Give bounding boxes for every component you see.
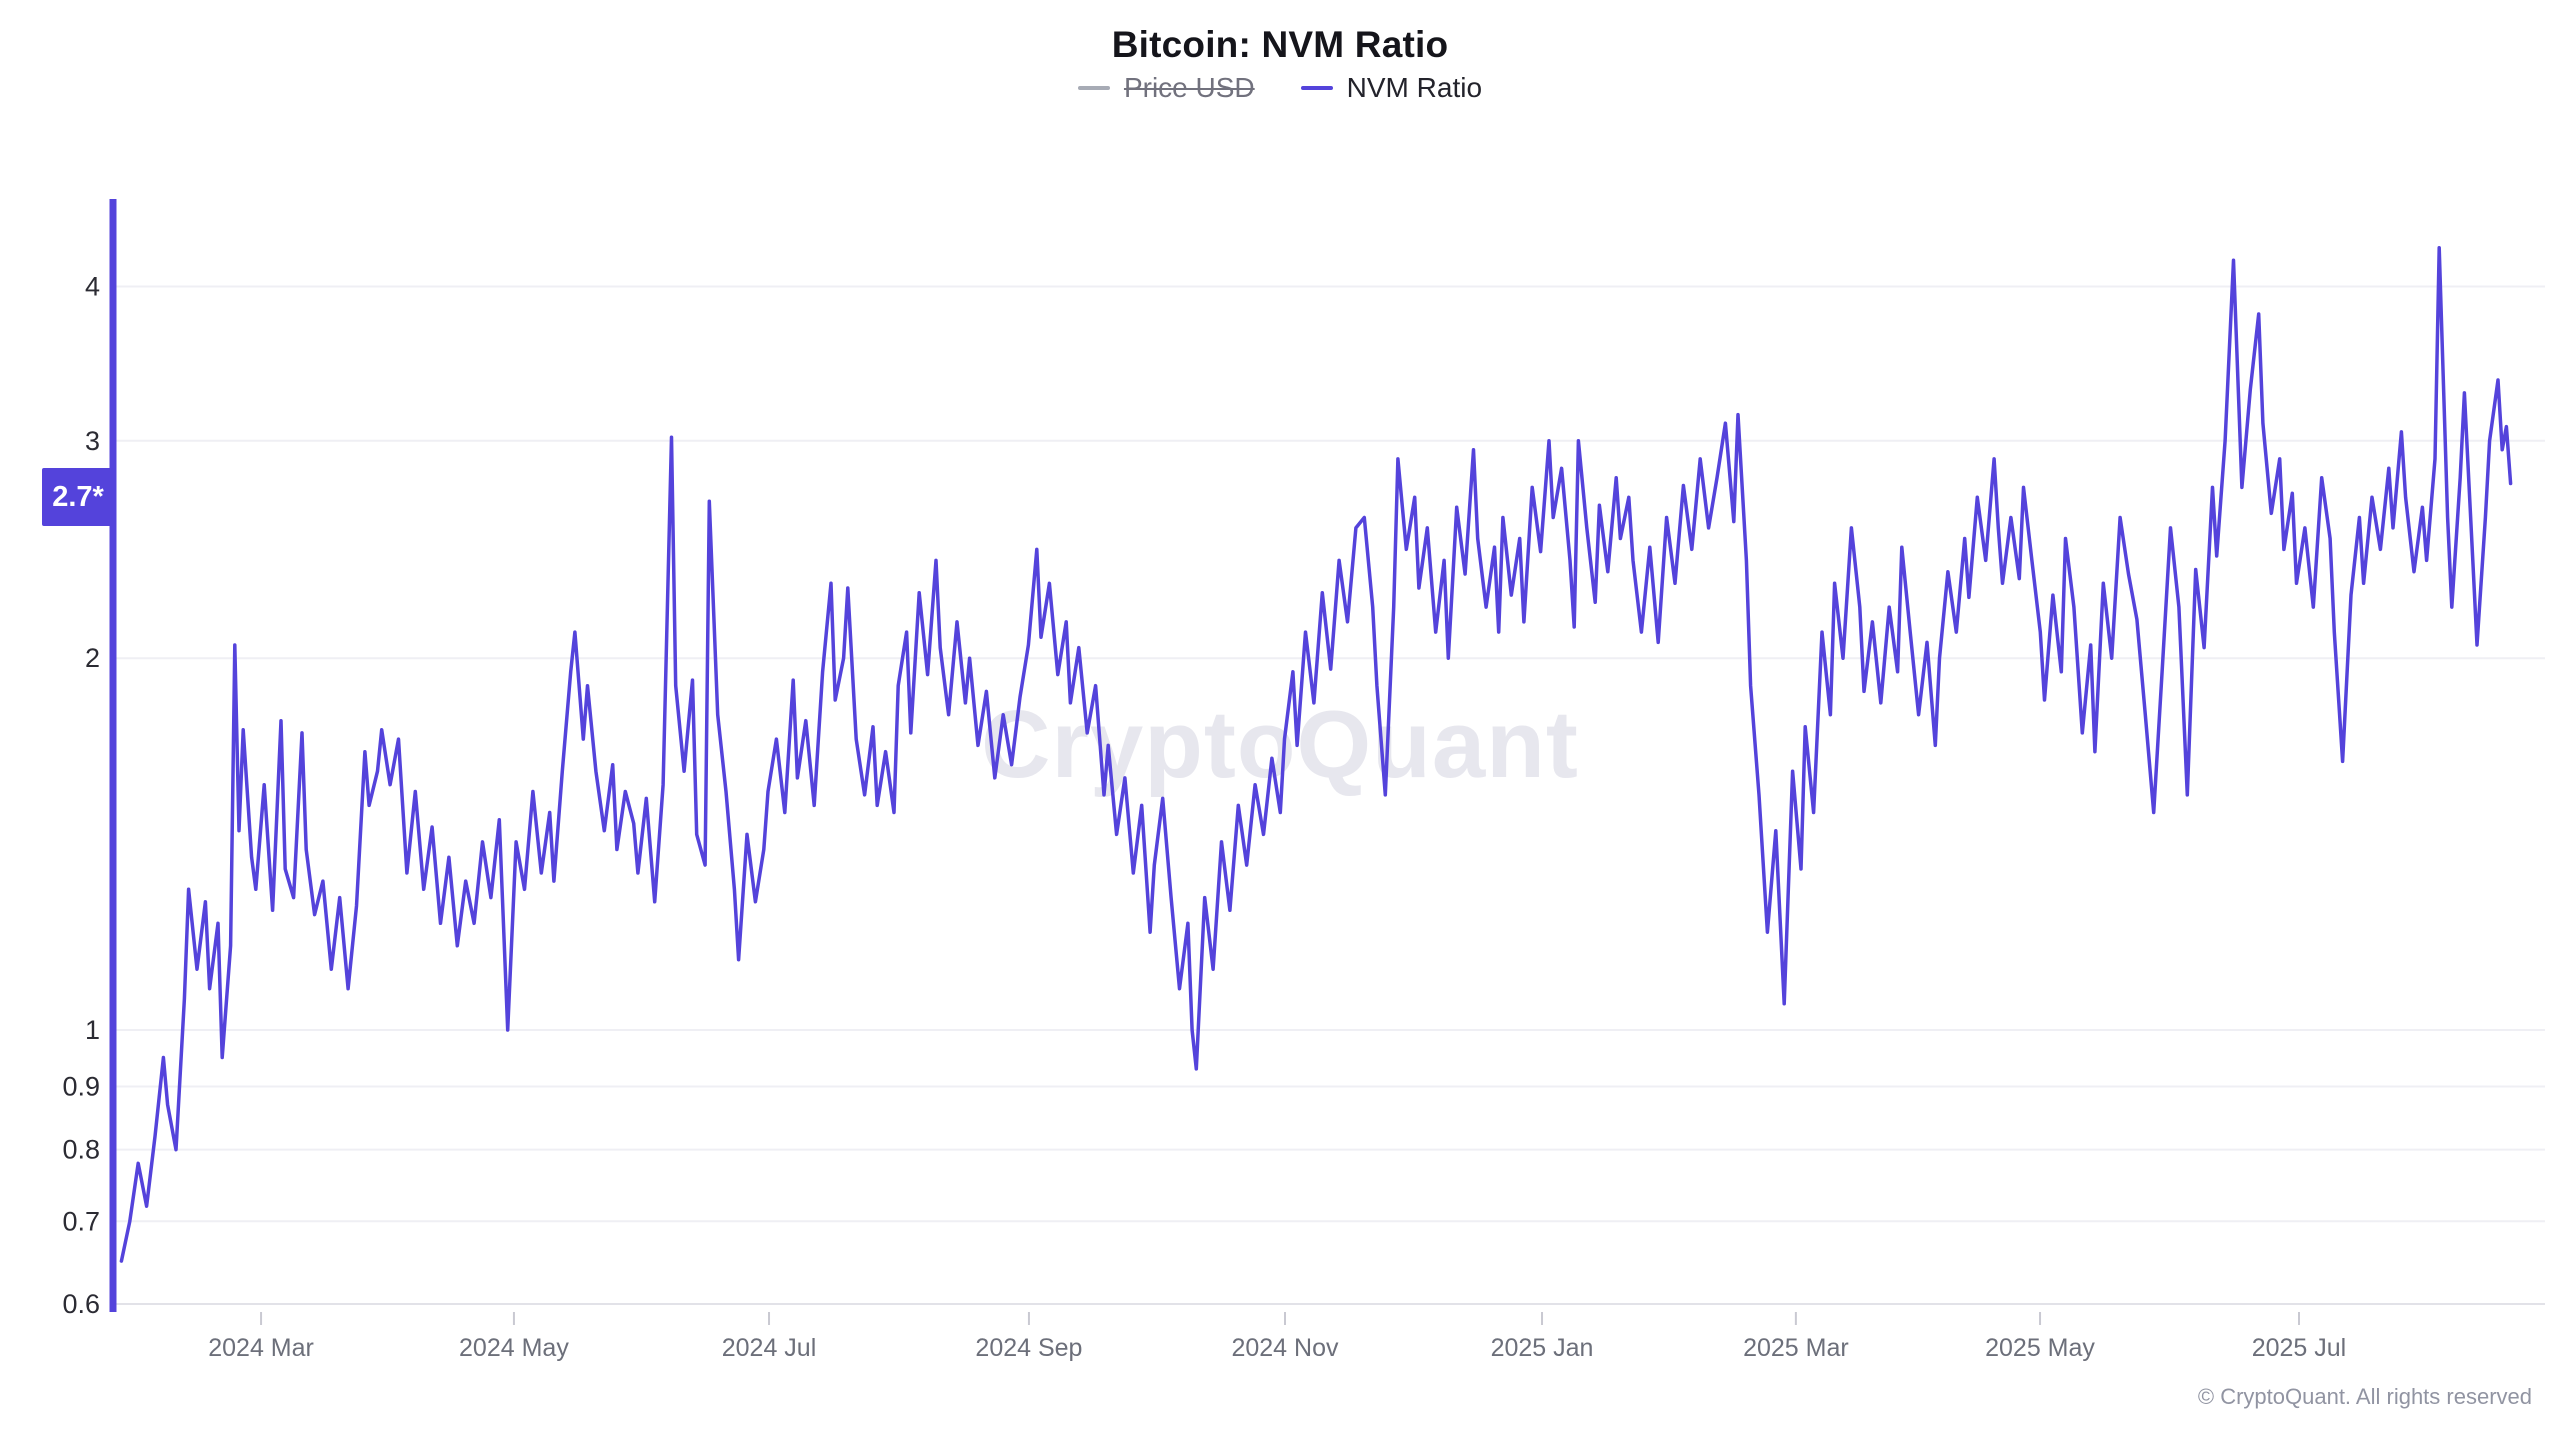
legend-swatch-nvm-ratio-icon bbox=[1300, 86, 1333, 90]
legend-swatch-price-usd-icon bbox=[1077, 86, 1110, 90]
x-axis-label: 2024 Nov bbox=[1231, 1334, 1339, 1362]
x-axis-label: 2024 Mar bbox=[208, 1334, 314, 1362]
x-axis-label: 2025 Jan bbox=[1491, 1334, 1594, 1362]
cryptoquant-watermark: CryptoQuant bbox=[981, 691, 1579, 798]
legend-label-price-usd: Price USD bbox=[1123, 72, 1255, 103]
legend: Price USD NVM Ratio bbox=[0, 72, 2560, 104]
y-axis-label: 4 bbox=[85, 271, 100, 301]
y-axis-label: 0.8 bbox=[62, 1135, 100, 1165]
x-axis-label: 2025 Jul bbox=[2252, 1334, 2347, 1362]
nvm-ratio-line bbox=[119, 245, 2513, 1263]
y-axis-label: 2 bbox=[85, 643, 100, 673]
copyright-notice: © CryptoQuant. All rights reserved bbox=[2197, 1384, 2532, 1409]
current-value-badge: 2.7* bbox=[42, 468, 114, 527]
x-axis-label: 2025 Mar bbox=[1743, 1334, 1849, 1362]
y-axis-label: 0.9 bbox=[62, 1072, 100, 1102]
legend-item-nvm-ratio[interactable]: NVM Ratio bbox=[1300, 72, 1483, 104]
x-axis-label: 2025 May bbox=[1985, 1334, 2095, 1362]
y-axis-label: 1 bbox=[85, 1015, 100, 1045]
page-title: Bitcoin: NVM Ratio bbox=[1111, 24, 1449, 65]
y-axis-label: 3 bbox=[85, 426, 100, 456]
x-axis-label: 2024 Jul bbox=[722, 1334, 817, 1362]
legend-label-nvm-ratio: NVM Ratio bbox=[1346, 72, 1483, 103]
x-axis-label: 2024 Sep bbox=[975, 1334, 1082, 1362]
x-axis-label: 2024 May bbox=[459, 1334, 569, 1362]
y-axis-label: 0.6 bbox=[62, 1289, 100, 1319]
legend-item-price-usd[interactable]: Price USD bbox=[1077, 72, 1255, 104]
y-axis-label: 0.7 bbox=[62, 1206, 100, 1236]
